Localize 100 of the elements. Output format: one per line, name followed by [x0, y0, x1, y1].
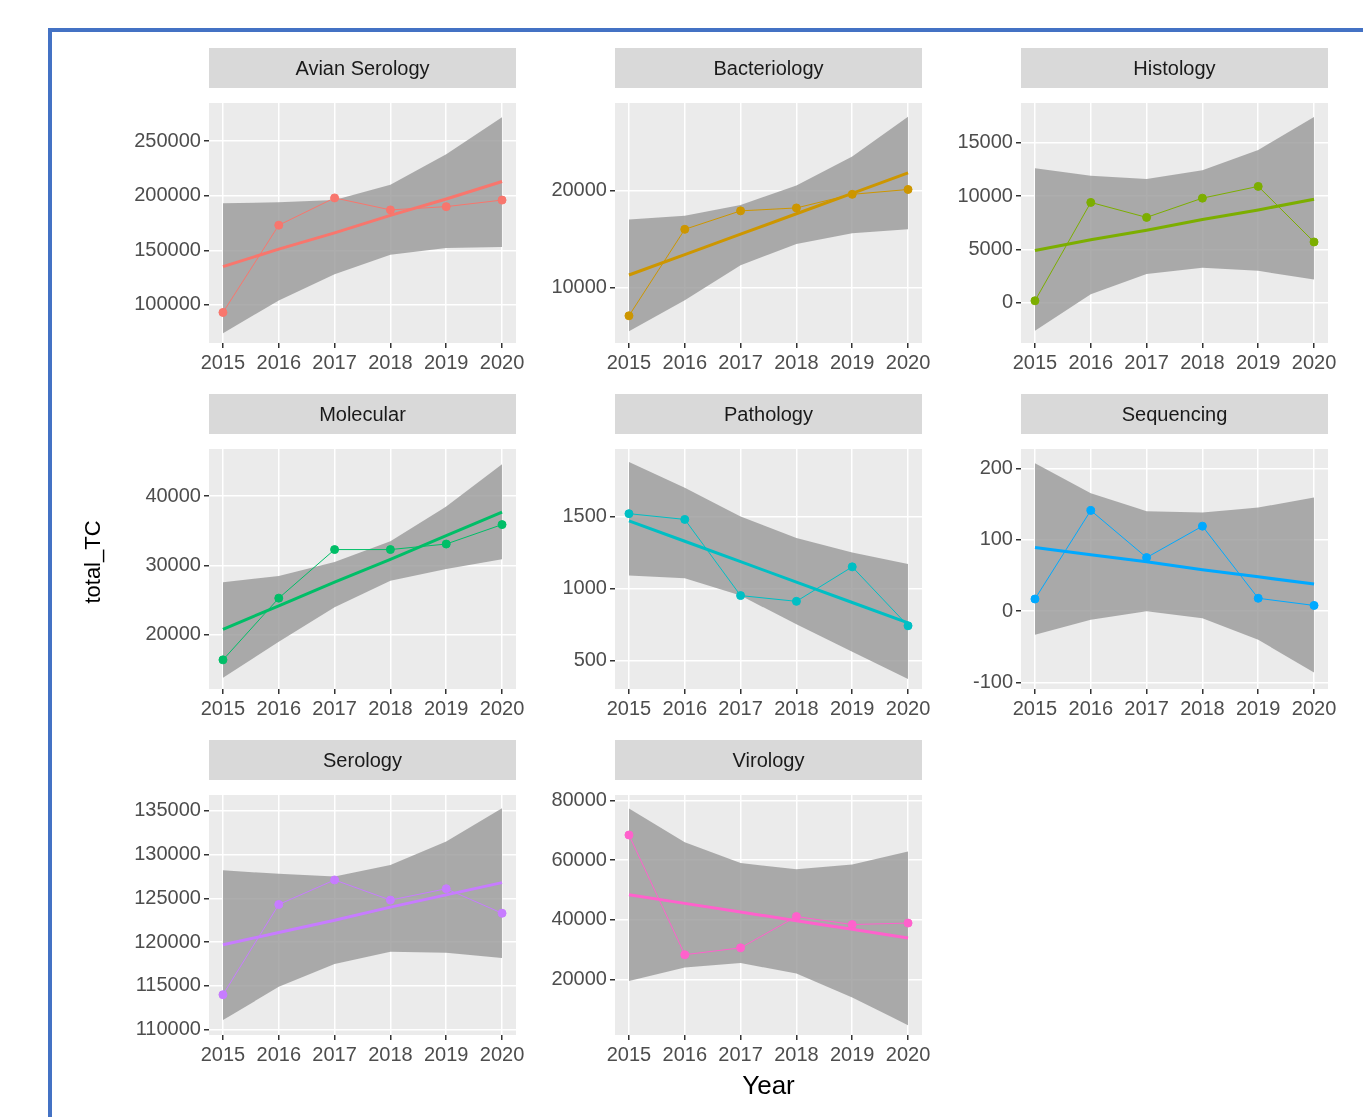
x-tick-label: 2017 [718, 350, 763, 373]
point [624, 311, 634, 321]
point [680, 224, 690, 234]
y-tick-label: 30000 [145, 553, 201, 576]
x-tick-label: 2017 [718, 696, 763, 719]
x-tick-label: 2019 [1235, 350, 1281, 373]
x-tick-label: 2015 [200, 696, 246, 719]
x-tick-label: 2019 [1235, 696, 1281, 719]
x-tick-label: 2016 [662, 1042, 708, 1065]
y-tick-label: 130000 [134, 842, 201, 865]
point [903, 918, 913, 928]
x-tick-label: 2020 [1291, 696, 1337, 719]
chart-title: Molecular [209, 394, 516, 434]
x-tick-label: 2018 [1180, 350, 1225, 373]
point [1309, 237, 1319, 247]
point [385, 545, 395, 555]
x-tick-label: 2016 [256, 696, 302, 719]
point [791, 911, 801, 921]
chart-title: Sequencing [1021, 394, 1328, 434]
point [218, 655, 228, 665]
point [903, 184, 913, 194]
y-tick-label: -100 [972, 670, 1013, 693]
y-tick-label: 10000 [957, 183, 1013, 206]
point [330, 193, 340, 203]
x-tick-label: 2019 [829, 1042, 875, 1065]
chart-title: Bacteriology [615, 48, 922, 88]
y-tick-label: 150000 [134, 237, 201, 260]
x-tick-label: 2020 [479, 350, 525, 373]
point [736, 943, 746, 953]
chart-title: Pathology [615, 394, 922, 434]
chart-title: Histology [1021, 48, 1328, 88]
point [624, 830, 634, 840]
x-tick-label: 2015 [606, 350, 652, 373]
y-tick-label: 0 [1001, 290, 1013, 313]
point [791, 203, 801, 213]
y-tick-label: 15000 [957, 130, 1013, 153]
x-tick-label: 2016 [1068, 696, 1114, 719]
point [1253, 181, 1263, 191]
x-tick-label: 2018 [368, 696, 413, 719]
point [497, 908, 507, 918]
x-tick-label: 2018 [1180, 696, 1225, 719]
point [441, 202, 451, 212]
y-tick-label: 5000 [968, 236, 1013, 259]
y-tick-label: 80000 [551, 787, 607, 810]
point [330, 875, 340, 885]
point [330, 545, 340, 555]
x-tick-label: 2016 [256, 350, 302, 373]
x-tick-label: 2020 [885, 350, 931, 373]
x-tick-label: 2015 [200, 1042, 246, 1065]
x-axis-title: Year [741, 1070, 796, 1101]
chart-title: Serology [209, 740, 516, 780]
y-tick-label: 40000 [145, 483, 201, 506]
y-tick-label: 20000 [551, 177, 607, 200]
point [218, 307, 228, 317]
point [441, 539, 451, 549]
chart-title: Virology [615, 740, 922, 780]
y-tick-label: 200000 [134, 183, 201, 206]
x-tick-label: 2016 [662, 696, 708, 719]
point [680, 950, 690, 960]
x-tick-label: 2018 [774, 696, 819, 719]
point [274, 593, 284, 603]
point [218, 990, 228, 1000]
point [441, 884, 451, 894]
point [1086, 197, 1096, 207]
y-tick-label: 20000 [551, 966, 607, 989]
x-tick-label: 2015 [1012, 696, 1058, 719]
point [791, 596, 801, 606]
point [385, 895, 395, 905]
x-tick-label: 2018 [774, 350, 819, 373]
x-tick-label: 2017 [312, 696, 357, 719]
y-tick-label: 20000 [145, 622, 201, 645]
point [736, 591, 746, 601]
point [680, 514, 690, 524]
point [1030, 296, 1040, 306]
x-tick-label: 2015 [200, 350, 246, 373]
x-tick-label: 2017 [718, 1042, 763, 1065]
x-tick-label: 2020 [479, 1042, 525, 1065]
chart-title: Avian Serology [209, 48, 516, 88]
point [497, 195, 507, 205]
y-tick-label: 0 [1001, 598, 1013, 621]
x-tick-label: 2015 [606, 1042, 652, 1065]
y-tick-label: 40000 [551, 907, 607, 930]
x-tick-label: 2019 [829, 696, 875, 719]
y-tick-label: 1000 [562, 575, 607, 598]
x-tick-label: 2018 [774, 1042, 819, 1065]
x-tick-label: 2017 [1124, 696, 1169, 719]
x-tick-label: 2015 [606, 696, 652, 719]
x-tick-label: 2018 [368, 1042, 413, 1065]
point [1086, 505, 1096, 515]
x-tick-label: 2020 [885, 696, 931, 719]
point [1030, 594, 1040, 604]
y-tick-label: 60000 [551, 847, 607, 870]
point [903, 621, 913, 631]
y-tick-label: 100 [979, 527, 1013, 550]
y-tick-label: 115000 [135, 973, 201, 996]
point [1197, 521, 1207, 531]
x-tick-label: 2016 [662, 350, 708, 373]
y-tick-label: 1500 [562, 504, 607, 527]
x-tick-label: 2017 [1124, 350, 1169, 373]
y-tick-label: 100000 [134, 292, 201, 315]
